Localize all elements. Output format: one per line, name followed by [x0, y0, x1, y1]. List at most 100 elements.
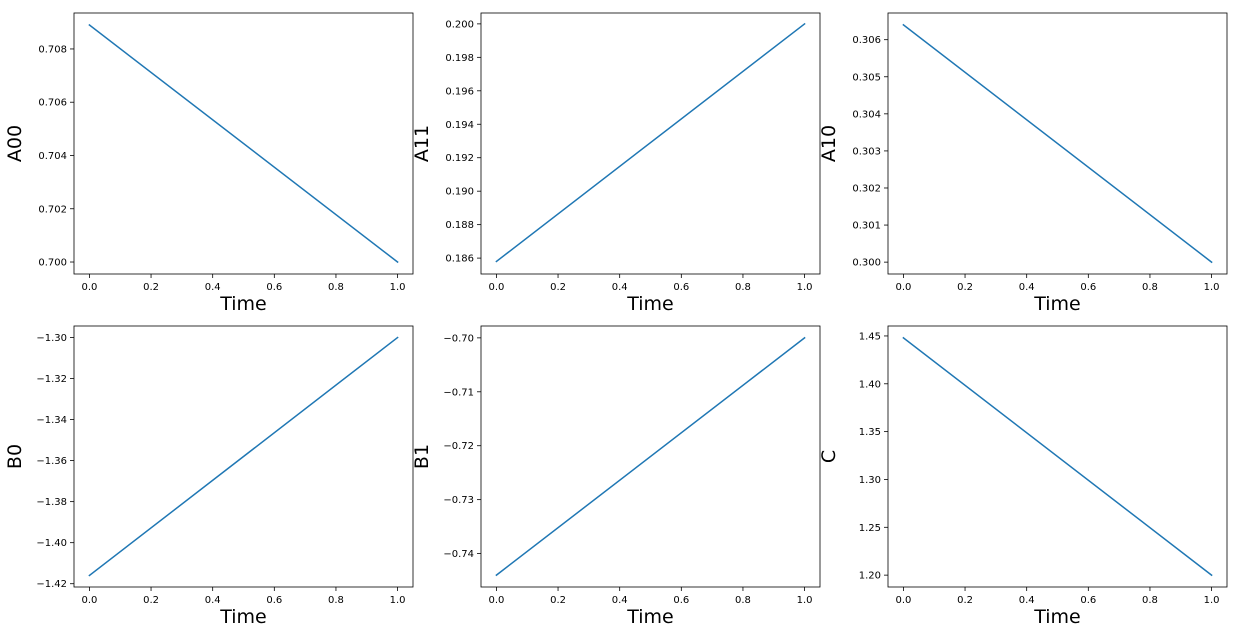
y-tick-label: −0.74 [443, 549, 474, 560]
y-tick-label: 0.200 [445, 19, 474, 30]
y-tick-label: 0.188 [445, 220, 474, 231]
y-tick-label: −0.70 [443, 333, 474, 344]
x-tick-label: 0.8 [1142, 282, 1158, 293]
subplot-1: 0.0 0.2 0.4 0.6 0.8 1.0 0.700 0.702 0.704 0.706 0.… [4, 12, 414, 315]
y-tick-label: −1.32 [36, 374, 67, 385]
subplot-3: 0.0 0.2 0.4 0.6 0.8 1.0 0.300 0.301 0.302 0.303 0.… [818, 12, 1228, 315]
x-axis-label: Time [626, 606, 674, 628]
y-tick-label: −1.40 [36, 538, 67, 549]
y-tick-label: −1.34 [36, 415, 67, 426]
x-tick-label: 0.8 [735, 282, 751, 293]
y-tick-label: 1.30 [859, 475, 881, 486]
x-tick-label: 0.2 [143, 595, 159, 606]
axes-frame [480, 325, 821, 588]
y-tick-label: 0.301 [852, 221, 881, 232]
series-line [902, 23, 1213, 264]
axes-frame [73, 325, 414, 588]
x-tick-label: 0.2 [957, 595, 973, 606]
y-axis-label: A10 [818, 125, 840, 162]
y-tick-label: 0.300 [852, 258, 881, 269]
x-tick-label: 0.6 [673, 595, 689, 606]
series-line [495, 336, 806, 577]
y-tick-label: 1.20 [859, 571, 881, 582]
y-tick-label: 0.302 [852, 183, 881, 194]
x-tick-label: 0.6 [1080, 595, 1096, 606]
x-axis-label: Time [626, 293, 674, 315]
series-line [902, 336, 1213, 577]
y-tick-label: 0.190 [445, 187, 474, 198]
y-axis-label: B0 [4, 444, 26, 469]
x-tick-label: 1.0 [390, 282, 406, 293]
y-tick-label: 0.700 [38, 258, 67, 269]
x-axis-label: Time [1033, 606, 1081, 628]
y-tick-label: 1.40 [859, 379, 881, 390]
subplot-6: 0.0 0.2 0.4 0.6 0.8 1.0 1.20 1.25 1.30 1.35 1.40 1.… [818, 325, 1228, 628]
y-tick-label: −1.36 [36, 456, 67, 467]
x-tick-label: 1.0 [797, 595, 813, 606]
y-axis-label: B1 [411, 444, 433, 469]
y-tick-label: 0.192 [445, 153, 474, 164]
y-tick-label: 1.45 [859, 331, 881, 342]
x-tick-label: 1.0 [1204, 282, 1220, 293]
x-tick-label: 0.4 [1019, 282, 1035, 293]
subplot-4: 0.0 0.2 0.4 0.6 0.8 1.0 −1.42 −1.40 −1.38 −1.36 −1… [4, 325, 414, 628]
x-tick-label: 0.4 [612, 595, 628, 606]
y-tick-label: 0.196 [445, 86, 474, 97]
x-tick-label: 0.2 [143, 282, 159, 293]
y-tick-label: 0.708 [38, 44, 67, 55]
subplot-5: 0.0 0.2 0.4 0.6 0.8 1.0 −0.74 −0.73 −0.72 −0.71 −0… [411, 325, 821, 628]
x-tick-label: 0.8 [328, 282, 344, 293]
y-tick-label: −0.72 [443, 441, 474, 452]
series-line [88, 336, 399, 577]
y-tick-label: 1.25 [859, 523, 881, 534]
x-tick-label: 0.4 [612, 282, 628, 293]
axes-frame [887, 325, 1228, 588]
x-tick-label: 0.0 [895, 595, 911, 606]
x-tick-label: 0.8 [1142, 595, 1158, 606]
x-tick-label: 1.0 [797, 282, 813, 293]
x-tick-label: 1.0 [1204, 595, 1220, 606]
x-axis-label: Time [219, 606, 267, 628]
x-tick-label: 0.8 [735, 595, 751, 606]
x-tick-label: 0.4 [205, 282, 221, 293]
x-tick-label: 0.6 [266, 595, 282, 606]
series-line [88, 23, 399, 264]
y-tick-label: −0.71 [443, 387, 474, 398]
x-tick-label: 0.0 [488, 282, 504, 293]
y-tick-label: 0.306 [852, 35, 881, 46]
x-tick-label: 0.2 [957, 282, 973, 293]
axes-frame [480, 12, 821, 275]
y-tick-label: 0.304 [852, 109, 881, 120]
x-tick-label: 0.0 [488, 595, 504, 606]
y-tick-label: 1.35 [859, 427, 881, 438]
x-tick-label: 0.8 [328, 595, 344, 606]
subplot-2: 0.0 0.2 0.4 0.6 0.8 1.0 0.186 0.188 0.190 0.192 0.… [411, 12, 821, 315]
y-tick-label: 0.702 [38, 204, 67, 215]
axes-frame [887, 12, 1228, 275]
x-tick-label: 0.0 [81, 282, 97, 293]
series-line [495, 22, 806, 263]
x-tick-label: 0.2 [550, 282, 566, 293]
y-tick-label: 0.305 [852, 72, 881, 83]
y-tick-label: 0.198 [445, 53, 474, 64]
x-axis-label: Time [1033, 293, 1081, 315]
y-tick-label: 0.194 [445, 120, 474, 131]
y-tick-label: 0.706 [38, 98, 67, 109]
y-axis-label: A11 [411, 125, 433, 162]
y-tick-label: 0.704 [38, 151, 67, 162]
y-axis-label: A00 [4, 125, 26, 162]
y-tick-label: −1.30 [36, 333, 67, 344]
x-tick-label: 0.6 [1080, 282, 1096, 293]
x-tick-label: 0.4 [205, 595, 221, 606]
y-tick-label: 0.303 [852, 146, 881, 157]
y-axis-label: C [818, 450, 840, 463]
y-tick-label: −1.38 [36, 497, 67, 508]
x-tick-label: 0.0 [895, 282, 911, 293]
y-tick-label: 0.186 [445, 254, 474, 265]
x-tick-label: 0.6 [673, 282, 689, 293]
axes-frame [73, 12, 414, 275]
x-tick-label: 0.2 [550, 595, 566, 606]
x-tick-label: 0.0 [81, 595, 97, 606]
x-tick-label: 0.4 [1019, 595, 1035, 606]
x-tick-label: 0.6 [266, 282, 282, 293]
